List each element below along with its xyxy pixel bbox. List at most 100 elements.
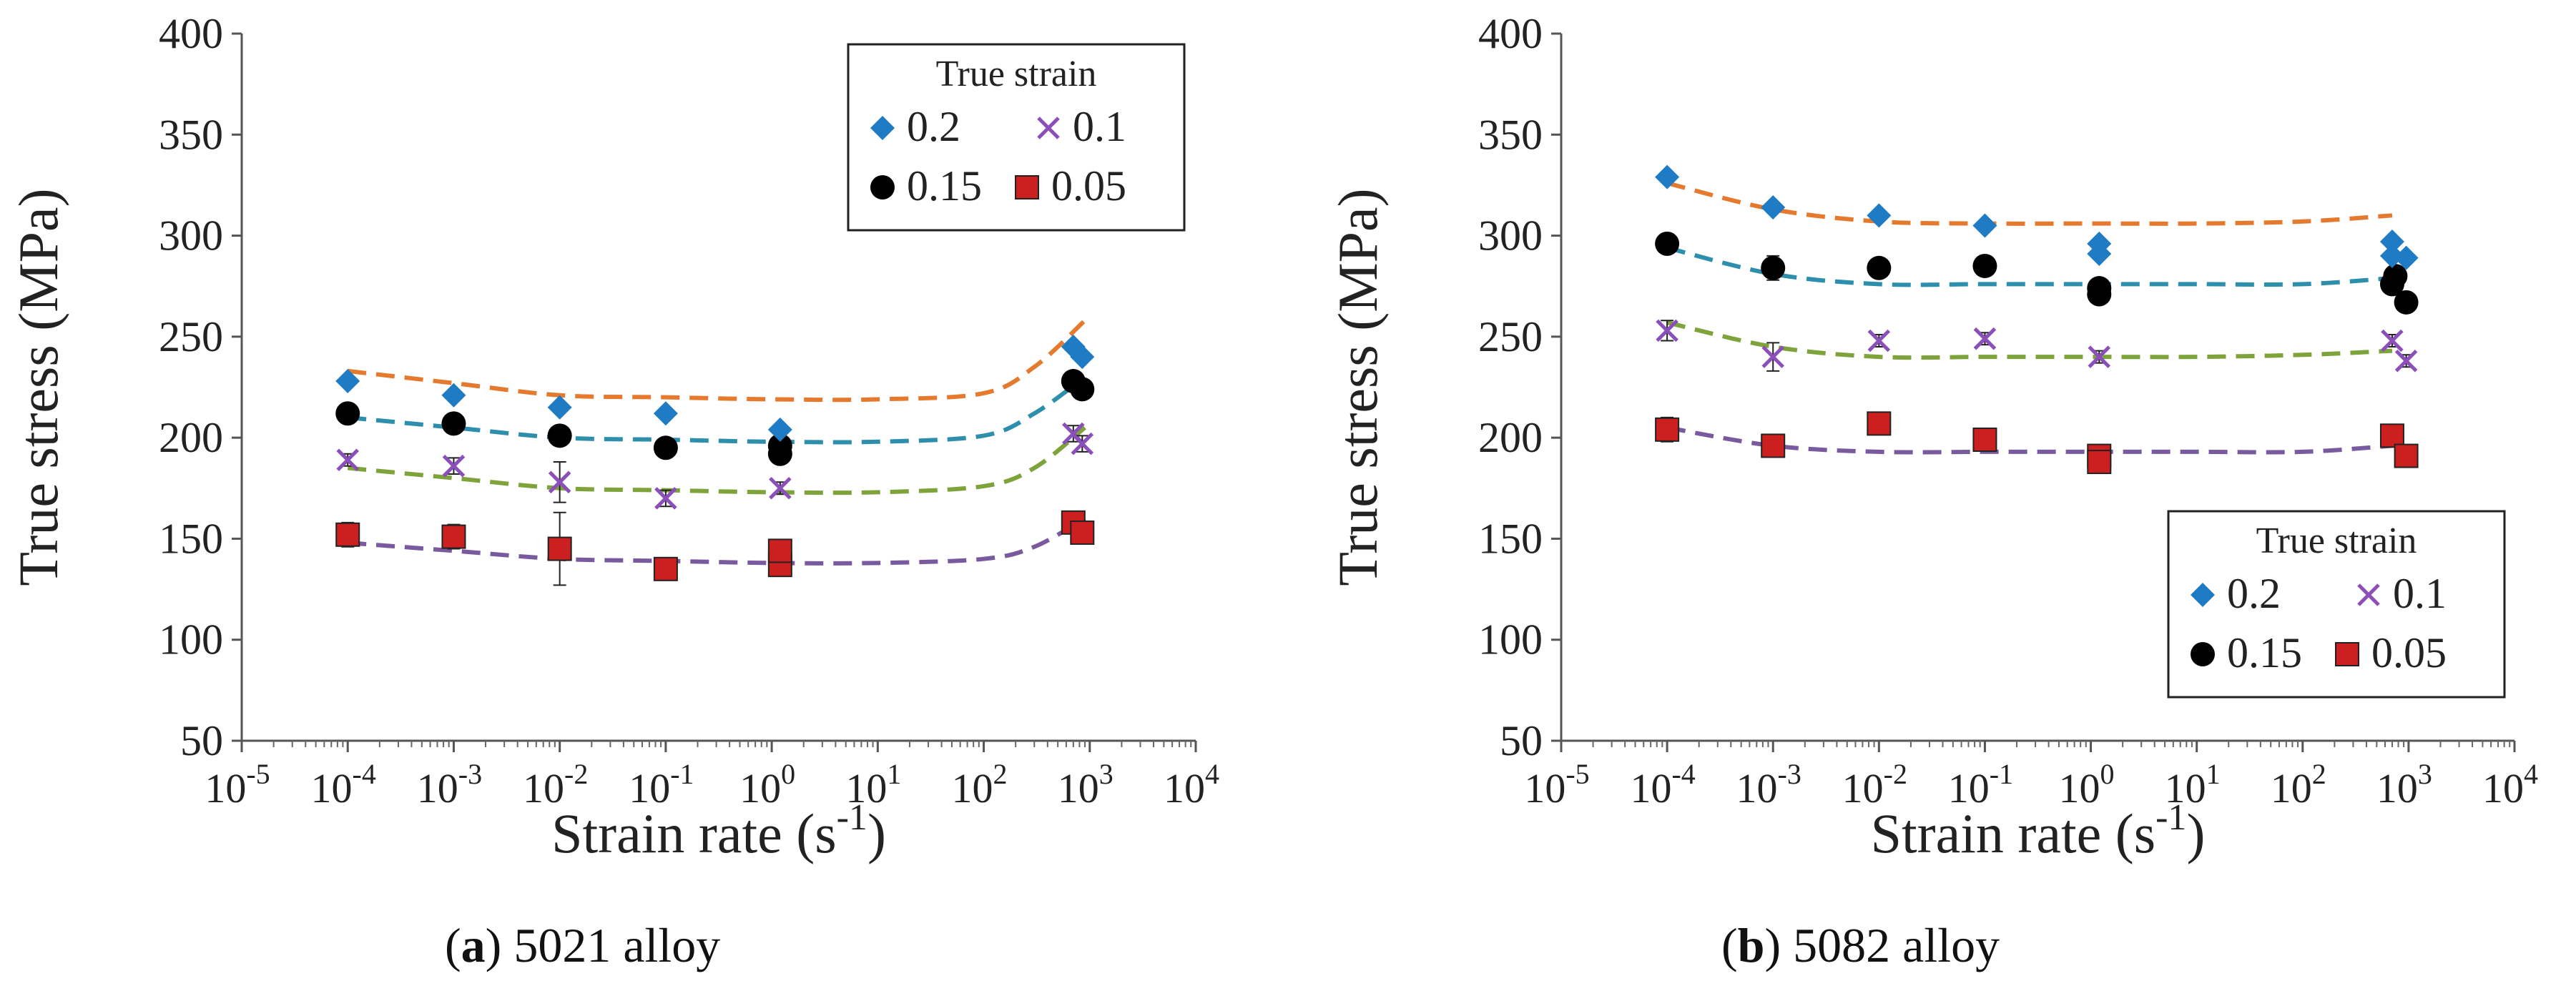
legend-label: 0.2 [907, 103, 960, 150]
data-point-0_05 [1070, 520, 1095, 545]
caption-b-letter: b [1737, 918, 1765, 972]
y-axis-title: True stress (MPa) [1327, 188, 1389, 586]
y-tick-label: 50 [180, 717, 223, 764]
data-point-0_05 [653, 556, 678, 581]
data-point-0_15 [1761, 255, 1786, 280]
legend-marker-0_05 [2335, 642, 2359, 666]
fit-curve-0_15 [1666, 245, 2393, 287]
data-point-0_05 [1867, 411, 1892, 436]
data-point-0_15 [2394, 290, 2419, 315]
data-point-0_1 [442, 454, 466, 478]
caption-a-letter: a [461, 918, 486, 972]
data-point-0_2 [1972, 213, 1997, 238]
y-tick-label: 400 [1478, 10, 1543, 57]
data-point-0_2 [767, 417, 792, 442]
fit-curve-0_1 [347, 425, 1086, 496]
legend-title: True strain [2256, 521, 2417, 561]
caption-b-text: 5082 alloy [1793, 918, 2000, 972]
x-tick-label: 10-1 [1948, 758, 2013, 812]
x-tick-label: 10-5 [1524, 758, 1589, 812]
caption-b: (b) 5082 alloy [1721, 918, 2000, 972]
x-tick-label: 10-2 [523, 758, 588, 812]
data-point-0_2 [1867, 203, 1892, 228]
data-point-0_15 [767, 433, 792, 458]
data-point-0_05 [2087, 450, 2112, 475]
x-tick-label: 103 [2376, 758, 2432, 812]
data-point-0_05 [335, 522, 360, 547]
data-point-0_05 [547, 536, 572, 561]
data-point-0_1 [2088, 345, 2111, 368]
y-axis-title: True stress (MPa) [7, 188, 69, 586]
data-point-0_05 [2394, 443, 2419, 468]
legend-label: 0.15 [2227, 629, 2302, 676]
data-point-0_15 [1972, 253, 1997, 278]
y-tick-label: 100 [159, 616, 223, 664]
data-point-0_1 [1761, 345, 1784, 368]
data-point-0_15 [1655, 231, 1680, 256]
data-point-0_15 [335, 401, 360, 426]
fit-curve-0_2 [1666, 181, 2393, 226]
y-tick-label: 150 [159, 515, 223, 562]
data-point-0_05 [1655, 417, 1680, 442]
data-point-0_2 [2394, 245, 2419, 270]
data-point-0_2 [2087, 242, 2112, 267]
legend-marker-0_2 [2191, 583, 2215, 607]
y-tick-label: 300 [1478, 212, 1543, 260]
legend-marker-0_15 [2191, 642, 2215, 666]
legend-label: 0.05 [1051, 162, 1126, 209]
data-point-0_15 [653, 435, 678, 460]
x-tick-label: 10-3 [1736, 758, 1801, 812]
data-point-0_2 [1761, 195, 1786, 220]
data-point-0_1 [1867, 329, 1891, 352]
data-point-0_1 [548, 470, 571, 494]
x-tick-label: 100 [2059, 758, 2115, 812]
x-tick-label: 102 [2271, 758, 2326, 812]
y-tick-label: 150 [1478, 515, 1543, 562]
data-point-0_15 [1867, 255, 1892, 280]
x-tick-label: 104 [2482, 758, 2538, 812]
y-tick-label: 400 [159, 10, 223, 57]
data-point-0_15 [441, 411, 466, 436]
data-point-0_05 [441, 524, 466, 549]
legend-label: 0.2 [2227, 570, 2281, 617]
data-point-0_2 [653, 401, 678, 426]
y-tick-label: 100 [1478, 616, 1543, 664]
y-tick-label: 200 [1478, 414, 1543, 461]
data-point-0_15 [2383, 264, 2408, 289]
data-point-0_05 [767, 538, 792, 563]
legend-marker-0_15 [870, 175, 895, 199]
data-point-0_1 [336, 448, 359, 471]
x-axis-title: Strain rate (s-1) [1871, 797, 2206, 864]
data-point-0_2 [2379, 230, 2404, 255]
x-tick-label: 10-5 [205, 758, 270, 812]
data-point-0_2 [1655, 164, 1680, 189]
legend-label: 0.1 [2393, 570, 2447, 617]
data-point-0_15 [1070, 377, 1095, 402]
data-point-0_1 [1071, 432, 1094, 455]
x-tick-label: 100 [739, 758, 795, 812]
y-tick-label: 350 [1478, 111, 1543, 158]
legend: True strain 0.2 0.1 0.15 0.05 [847, 43, 1186, 232]
legend: True strain 0.2 0.1 0.15 0.05 [2167, 510, 2506, 699]
fit-curve-0_2 [347, 319, 1087, 403]
legend-marker-0_1 [2357, 583, 2380, 606]
data-point-0_1 [654, 487, 677, 510]
data-point-0_2 [1070, 345, 1095, 370]
data-point-0_2 [335, 369, 360, 394]
data-point-0_1 [769, 477, 792, 500]
data-point-0_1 [2381, 329, 2404, 352]
data-point-0_1 [2394, 349, 2418, 373]
x-tick-label: 103 [1058, 758, 1114, 812]
y-tick-label: 250 [159, 313, 223, 360]
x-tick-label: 104 [1164, 758, 1219, 812]
chart-panel-a: 50 100 150 200 250 300 350 400 10-5 10-4 10-3 10-2 1… [7, 10, 1219, 864]
x-tick-label: 10-4 [311, 758, 376, 812]
fit-curve-0_05 [347, 516, 1086, 566]
data-point-0_05 [1761, 433, 1786, 458]
legend-marker-0_2 [870, 116, 895, 140]
legend-label: 0.15 [907, 162, 982, 209]
caption-a-text: 5021 alloy [513, 918, 721, 972]
chart-panel-b: 50 100 150 200 250 300 350 400 10-5 10-4 10-3 10-2 1… [1327, 10, 2538, 864]
legend-title: True strain [936, 54, 1097, 94]
